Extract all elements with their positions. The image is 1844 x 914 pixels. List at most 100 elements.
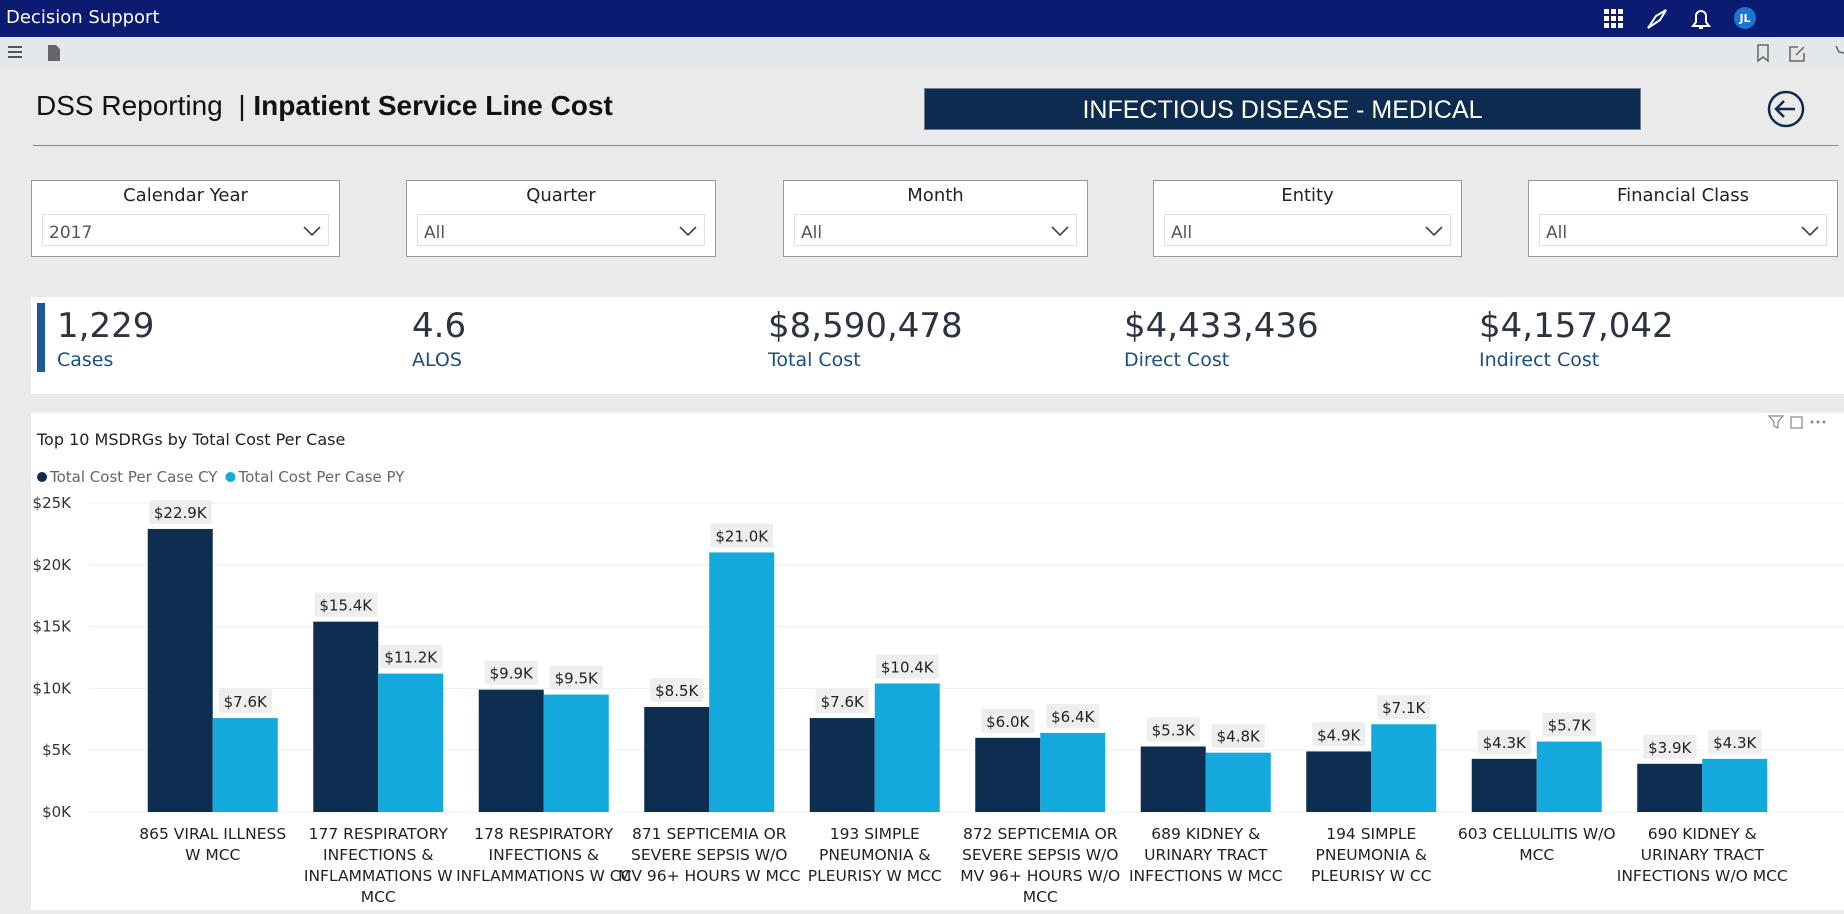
x-tick-label: 872 SEPTICEMIA OR SEVERE SEPSIS W/O MV 96+… <box>960 825 1120 906</box>
data-label: $6.0K <box>981 708 1035 733</box>
bar <box>644 706 710 812</box>
kpi-value: 4.6 <box>412 306 467 346</box>
data-label: $4.3K <box>1477 729 1531 754</box>
bar <box>975 737 1041 812</box>
focus-icon[interactable] <box>1790 416 1803 429</box>
filter-value: All <box>424 223 446 243</box>
legend-marker <box>225 472 236 482</box>
rocket-icon[interactable] <box>1647 9 1667 29</box>
data-label-text: $5.3K <box>1152 721 1196 739</box>
back-button[interactable] <box>1766 89 1806 129</box>
bar <box>1205 752 1271 812</box>
data-label: $4.8K <box>1211 723 1265 748</box>
bar <box>1637 763 1703 812</box>
data-label-text: $4.9K <box>1317 726 1361 744</box>
data-label-text: $7.1K <box>1382 699 1426 717</box>
data-label-text: $22.9K <box>154 504 208 522</box>
bookmark-icon[interactable] <box>1757 44 1769 63</box>
kpi-label: Indirect Cost <box>1479 349 1600 371</box>
data-label: $3.9K <box>1643 734 1697 759</box>
data-label-bg <box>314 592 378 617</box>
data-label-text: $4.8K <box>1217 728 1261 746</box>
data-label-bg <box>549 665 603 690</box>
bar <box>313 621 379 812</box>
data-label: $6.4K <box>1046 703 1100 728</box>
filter-dropdown[interactable]: All <box>794 214 1077 246</box>
toolbar <box>0 37 1844 68</box>
filter-dropdown[interactable]: All <box>1164 214 1451 246</box>
bell-icon[interactable] <box>1691 10 1711 29</box>
data-label-bg <box>650 677 704 702</box>
bar <box>1040 732 1106 812</box>
data-label-text: $7.6K <box>821 693 865 711</box>
kpi-label: Cases <box>57 349 114 371</box>
filter-value: All <box>1171 223 1193 243</box>
app-title: Decision Support <box>6 7 160 28</box>
data-label: $11.2K <box>379 644 443 669</box>
chevron <box>1051 226 1069 237</box>
chart-panel: Top 10 MSDRGs by Total Cost Per Case Tot… <box>31 413 1844 910</box>
bar <box>1140 746 1206 812</box>
report-name: DSS Reporting <box>36 90 223 121</box>
data-label-bg <box>1542 712 1596 737</box>
kpi-value: $4,157,042 <box>1479 306 1674 346</box>
data-label: $21.0K <box>710 523 774 548</box>
filter-icon[interactable] <box>1767 415 1785 429</box>
page-title: Inpatient Service Line Cost <box>253 90 613 121</box>
menu-icon[interactable] <box>8 46 22 58</box>
filter-label: Quarter <box>526 185 596 206</box>
filter-slicer: Quarter All <box>406 180 716 257</box>
filter-label: Entity <box>1281 185 1334 206</box>
legend-label: Total Cost Per Case CY <box>49 468 218 486</box>
filter-value: All <box>801 223 823 243</box>
kpi-label: Total Cost <box>768 349 861 371</box>
data-label-bg <box>1046 703 1100 728</box>
apps-icon[interactable] <box>1604 9 1623 28</box>
bar <box>1702 758 1768 812</box>
toolbar-right <box>1757 44 1844 63</box>
data-label-text: $6.4K <box>1051 708 1095 726</box>
divider <box>33 145 1838 146</box>
data-label: $9.5K <box>549 665 603 690</box>
legend-marker <box>37 472 47 482</box>
data-label-bg <box>1146 717 1200 742</box>
bar <box>378 673 444 812</box>
data-label: $7.1K <box>1377 695 1431 720</box>
x-tick-label: 690 KIDNEY & URINARY TRACT INFECTIONS W/O … <box>1617 825 1788 885</box>
data-label-text: $6.0K <box>986 713 1030 731</box>
bar <box>543 694 609 812</box>
bar <box>809 718 875 812</box>
app-icons: JL <box>1604 7 1756 29</box>
y-tick-label: $10K <box>33 679 73 697</box>
filter-slicer: Month All <box>783 180 1088 257</box>
filter-dropdown[interactable]: 2017 <box>42 214 329 246</box>
x-tick-label: 193 SIMPLE PNEUMONIA & PLEURISY W MCC <box>808 825 942 885</box>
data-label-bg <box>1377 695 1431 720</box>
filter-dropdown[interactable]: All <box>1539 214 1827 246</box>
data-label: $9.9K <box>484 660 538 685</box>
data-label-bg <box>1477 729 1531 754</box>
edit-icon[interactable] <box>1789 46 1805 62</box>
x-tick-label: 177 RESPIRATORY INFECTIONS & INFLAMMATIONS… <box>304 825 453 906</box>
filter-dropdown[interactable]: All <box>417 214 705 246</box>
y-tick-label: $15K <box>33 618 73 636</box>
page-icon[interactable] <box>48 45 60 61</box>
data-label: $15.4K <box>314 592 378 617</box>
chevron <box>303 226 321 237</box>
bar <box>1306 751 1372 812</box>
star-icon[interactable] <box>1835 45 1844 54</box>
data-label-bg <box>981 708 1035 733</box>
data-label-text: $7.6K <box>224 693 268 711</box>
more-icon[interactable] <box>1810 420 1826 424</box>
avatar[interactable] <box>1734 7 1756 29</box>
data-label-text: $5.7K <box>1548 717 1592 735</box>
chart: Top 10 MSDRGs by Total Cost Per Case Tot… <box>33 415 1844 906</box>
kpi-label: Direct Cost <box>1124 349 1230 371</box>
data-label: $4.9K <box>1312 722 1366 747</box>
data-label: $5.7K <box>1542 712 1596 737</box>
kpi-band <box>31 297 1844 394</box>
data-label-bg <box>148 499 212 524</box>
bar <box>709 552 775 812</box>
legend-label: Total Cost Per Case PY <box>237 468 405 486</box>
